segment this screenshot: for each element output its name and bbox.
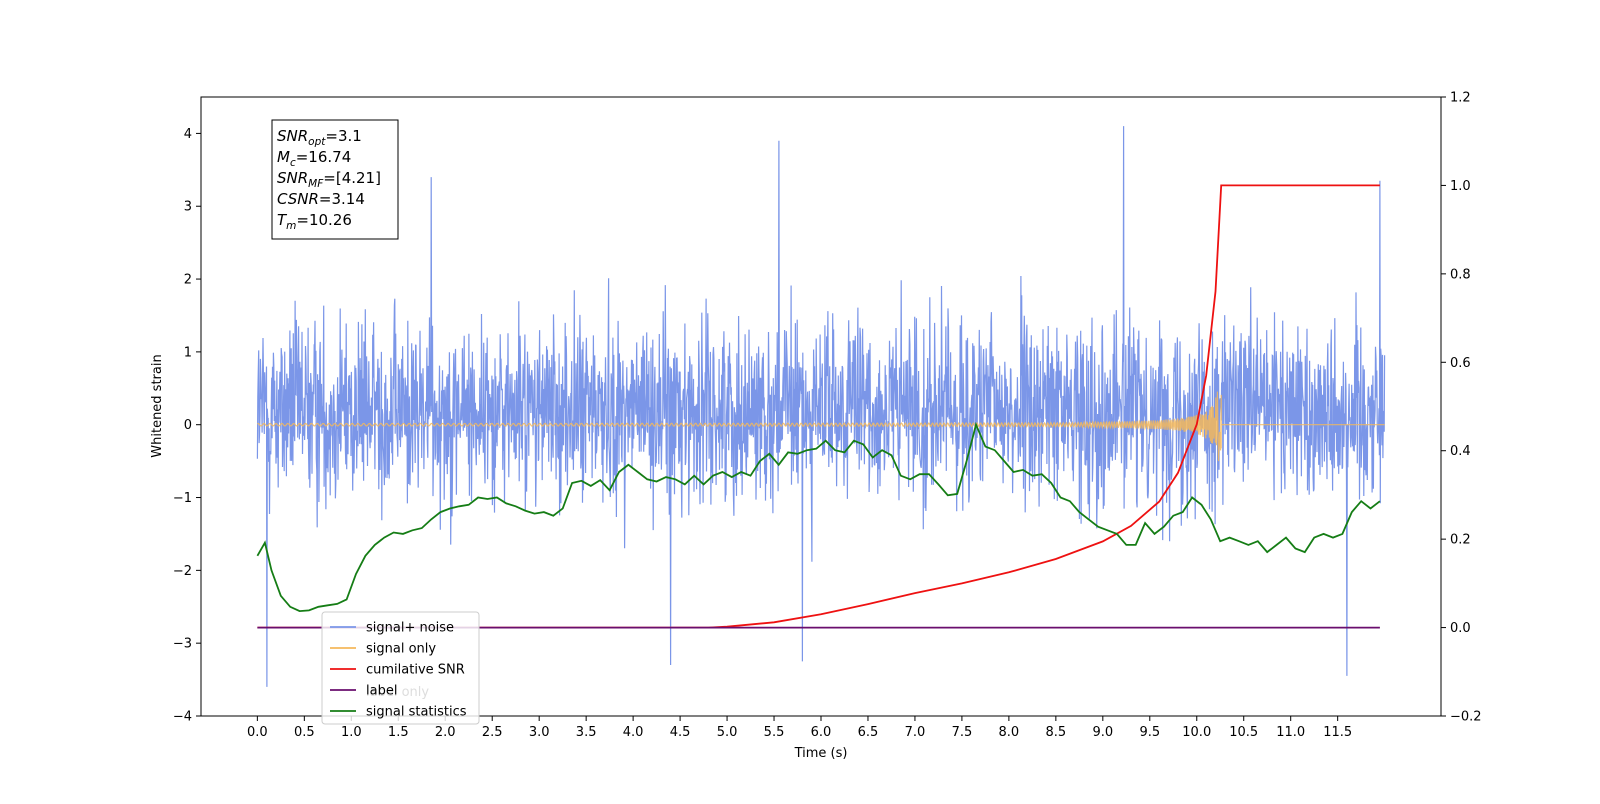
x-tick-label: 11.0 (1276, 725, 1305, 740)
x-tick-label: 7.0 (905, 725, 926, 740)
x-tick-label: 4.0 (623, 725, 644, 740)
x-axis-label: Time (s) (794, 746, 848, 761)
x-tick-label: 8.0 (999, 725, 1020, 740)
y-axis-left: −4 −3 −2 −1 0 1 2 3 4 (173, 127, 201, 725)
legend: label only signal+ noise signal only cumil… (321, 611, 480, 725)
legend-overlapped-text: label only (366, 685, 429, 700)
legend-entry: signal+ noise (366, 621, 454, 636)
annotation-line: Tm=10.26 (277, 211, 352, 232)
y2-tick-label: 1.0 (1450, 179, 1471, 194)
y-tick-label: 2 (184, 273, 192, 288)
x-axis: 0.0 0.5 1.0 1.5 2.0 2.5 3.0 3.5 4.0 4.5 5.0 5.5 6.0 6… (247, 716, 1352, 740)
y2-tick-label: 1.2 (1450, 91, 1471, 106)
x-tick-label: 10.5 (1229, 725, 1258, 740)
y2-tick-label: 0.4 (1450, 444, 1471, 459)
legend-entry: signal only (366, 642, 436, 657)
x-tick-label: 9.0 (1092, 725, 1113, 740)
x-tick-label: 3.5 (576, 725, 597, 740)
x-tick-label: 6.0 (811, 725, 832, 740)
y-axis-right: −0.2 0.0 0.2 0.4 0.6 0.8 1.0 1.2 (1441, 91, 1482, 725)
y-tick-label: 0 (184, 418, 192, 433)
y2-tick-label: −0.2 (1450, 710, 1482, 725)
y-tick-label: −3 (173, 637, 192, 652)
y2-tick-label: 0.6 (1450, 356, 1471, 371)
annotation-line: CSNR=3.14 (277, 190, 365, 208)
series-cumilative-snr (257, 184, 1380, 629)
x-tick-label: 9.5 (1139, 725, 1160, 740)
x-tick-label: 3.0 (529, 725, 550, 740)
x-tick-label: 2.0 (435, 725, 456, 740)
x-tick-label: 4.5 (670, 725, 691, 740)
x-tick-label: 5.0 (717, 725, 738, 740)
x-tick-label: 5.5 (764, 725, 785, 740)
series-signal-statistics (256, 421, 1381, 613)
y2-tick-label: 0.0 (1450, 621, 1471, 636)
series-signal-noise (256, 126, 1386, 687)
x-tick-label: 2.5 (482, 725, 503, 740)
x-tick-label: 10.0 (1182, 725, 1211, 740)
legend-entry: signal statistics (366, 705, 467, 720)
y-tick-label: 1 (184, 345, 192, 360)
y2-tick-label: 0.2 (1450, 533, 1471, 548)
y2-tick-label: 0.8 (1450, 267, 1471, 282)
plot-area (256, 126, 1386, 687)
annotation-line: SNRMF=[4.21] (277, 169, 381, 190)
x-tick-label: 11.5 (1323, 725, 1352, 740)
y-tick-label: −2 (173, 564, 192, 579)
x-tick-label: 0.0 (247, 725, 268, 740)
annotation-line: Mc=16.74 (277, 148, 351, 169)
series-signal-only (257, 391, 1385, 462)
x-tick-label: 1.5 (388, 725, 409, 740)
x-tick-label: 7.5 (952, 725, 973, 740)
y-axis-label: Whitened strain (150, 354, 165, 457)
legend-entry: label (366, 684, 397, 699)
annotation-line: SNRopt=3.1 (277, 127, 362, 148)
y-tick-label: 3 (184, 200, 192, 215)
y-tick-label: −1 (173, 491, 192, 506)
y-tick-label: −4 (173, 710, 192, 725)
x-tick-label: 0.5 (294, 725, 315, 740)
x-tick-label: 1.0 (341, 725, 362, 740)
x-tick-label: 6.5 (858, 725, 879, 740)
legend-entry: cumilative SNR (366, 663, 465, 678)
x-tick-label: 8.5 (1046, 725, 1067, 740)
y-tick-label: 4 (184, 127, 192, 142)
